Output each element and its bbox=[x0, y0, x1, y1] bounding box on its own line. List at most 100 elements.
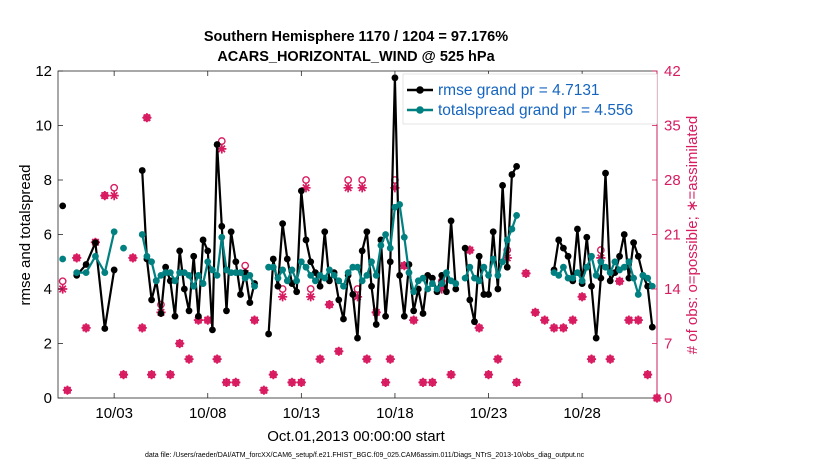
chart-title-line1: Southern Hemisphere 1170 / 1204 = 97.176… bbox=[204, 29, 508, 45]
axis-ticks: 0 2 4 6 8 10 12 0 7 14 21 28 35 42 10/03 10/08 10/13 10/1… bbox=[35, 63, 680, 422]
rmse-point bbox=[218, 222, 226, 230]
spread-point bbox=[166, 269, 174, 277]
spread-point bbox=[475, 277, 483, 285]
rmse-point bbox=[555, 236, 563, 244]
spread-point bbox=[630, 274, 638, 282]
obs-assimilated-marker bbox=[72, 253, 82, 263]
spread-point bbox=[251, 282, 258, 290]
spread-point bbox=[503, 236, 511, 244]
spread-point bbox=[555, 271, 563, 279]
rmse-point bbox=[466, 296, 474, 304]
obs-assimilated-marker bbox=[193, 315, 203, 325]
rmse-point bbox=[307, 258, 315, 266]
spread-point bbox=[92, 252, 99, 260]
rmse-point bbox=[138, 167, 146, 174]
spread-point bbox=[349, 263, 357, 271]
data-file-footnote: data file: /Users/raeder/DAI/ATM_forcXX/… bbox=[145, 452, 585, 459]
spread-point bbox=[344, 269, 352, 277]
spread-point bbox=[602, 263, 609, 271]
obs-assimilated-marker bbox=[540, 315, 550, 325]
spread-point bbox=[494, 271, 502, 279]
obs-assimilated-marker bbox=[278, 292, 288, 302]
rmse-point bbox=[321, 228, 329, 236]
obs-assimilated-marker bbox=[633, 315, 643, 325]
spread-point bbox=[138, 231, 146, 238]
obs-assimilated-marker bbox=[175, 338, 185, 349]
rmse-point bbox=[171, 312, 179, 320]
y-left-tick-label: 2 bbox=[44, 336, 52, 353]
rmse-point bbox=[237, 291, 244, 298]
obs-assimilated-marker bbox=[465, 245, 475, 255]
rmse-point bbox=[166, 277, 174, 285]
rmse-point bbox=[180, 285, 188, 293]
spread-point bbox=[297, 258, 305, 266]
obs-assimilated-marker bbox=[437, 284, 447, 294]
obs-assimilated-marker bbox=[334, 346, 344, 356]
spread-point bbox=[569, 274, 577, 282]
obs-assimilated-marker bbox=[512, 377, 522, 387]
x-tick-label: 10/13 bbox=[283, 405, 321, 422]
spread-point bbox=[321, 274, 329, 282]
spread-point bbox=[597, 258, 605, 266]
legend-rmse-marker bbox=[416, 86, 424, 94]
rmse-point bbox=[602, 169, 609, 177]
spread-point bbox=[419, 274, 427, 282]
y-left-tick-label: 6 bbox=[44, 227, 52, 244]
rmse-point bbox=[475, 252, 483, 260]
spread-point bbox=[152, 277, 160, 285]
rmse-point bbox=[162, 263, 170, 271]
spread-point bbox=[485, 271, 492, 279]
rmse-point bbox=[363, 228, 371, 236]
obs-assimilated-marker bbox=[221, 377, 232, 387]
rmse-point bbox=[194, 312, 202, 320]
obs-assimilated-marker bbox=[362, 354, 372, 364]
y-left-tick-label: 8 bbox=[44, 172, 52, 189]
obs-assimilated-marker bbox=[615, 276, 625, 286]
obs-assimilated-marker bbox=[306, 292, 316, 302]
spread-point bbox=[227, 269, 235, 277]
obs-assimilated-marker bbox=[142, 113, 152, 123]
rmse-point bbox=[246, 299, 254, 307]
obs-possible-marker bbox=[110, 183, 119, 192]
obs-assimilated-marker bbox=[165, 370, 175, 380]
obs-assimilated-marker bbox=[128, 253, 138, 263]
rmse-point bbox=[391, 74, 399, 82]
spread-point bbox=[508, 225, 516, 233]
rmse-point bbox=[316, 282, 324, 290]
obs-assimilated-marker bbox=[381, 377, 391, 387]
y-left-tick-label: 4 bbox=[44, 281, 52, 298]
rmse-point bbox=[386, 258, 394, 266]
rmse-point bbox=[223, 307, 230, 315]
rmse-point bbox=[283, 255, 291, 263]
rmse-point bbox=[513, 162, 521, 170]
rmse-point bbox=[185, 307, 193, 315]
spread-point bbox=[82, 269, 90, 277]
rmse-point bbox=[148, 296, 155, 304]
rmse-point bbox=[176, 247, 184, 255]
spread-point bbox=[396, 201, 404, 208]
spread-point bbox=[583, 263, 591, 271]
obs-assimilated-marker bbox=[118, 370, 129, 380]
rmse-point bbox=[485, 291, 492, 298]
spread-point bbox=[489, 255, 497, 263]
spread-point bbox=[209, 266, 216, 274]
obs-assimilated-marker bbox=[605, 354, 615, 364]
spread-point bbox=[606, 269, 614, 277]
rmse-point bbox=[101, 325, 109, 332]
y-right-tick-label: 35 bbox=[664, 118, 681, 135]
obs-assimilated-marker bbox=[315, 354, 325, 364]
rmse-point bbox=[494, 285, 502, 293]
rmse-point bbox=[232, 258, 240, 266]
spread-point bbox=[288, 266, 296, 274]
rmse-point bbox=[560, 244, 567, 252]
obs-assimilated-marker bbox=[446, 370, 456, 380]
spread-point bbox=[574, 269, 581, 277]
spread-point bbox=[644, 274, 652, 282]
rmse-point bbox=[335, 296, 343, 304]
spread-point bbox=[204, 258, 212, 266]
obs-assimilated-marker bbox=[427, 377, 437, 387]
obs-assimilated-marker bbox=[217, 144, 227, 154]
x-tick-label: 10/18 bbox=[376, 405, 414, 422]
rmse-point bbox=[293, 288, 301, 296]
